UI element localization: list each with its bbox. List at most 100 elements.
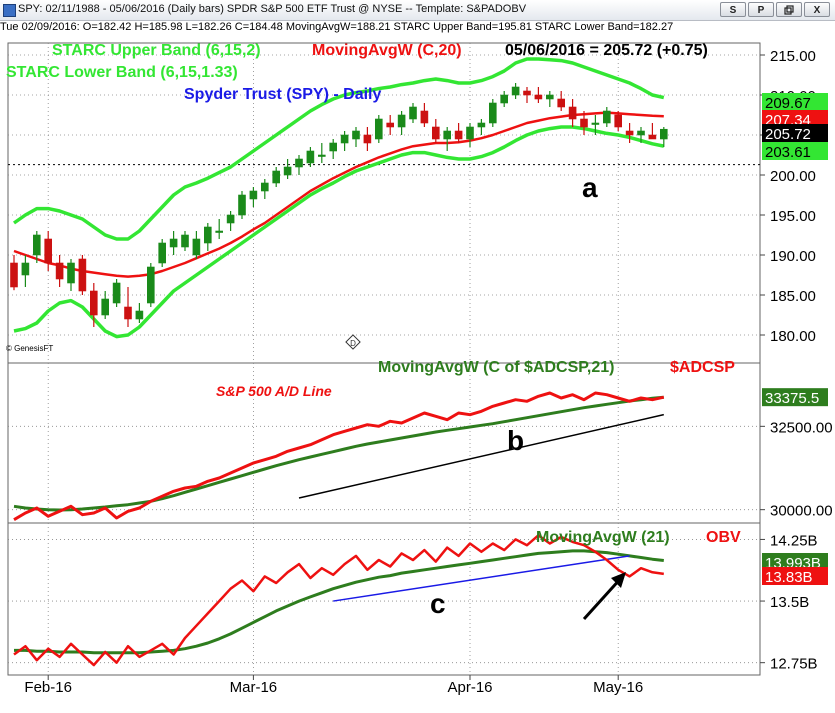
value-tag-label: 205.72 — [765, 126, 811, 143]
candle-body — [659, 128, 668, 140]
candle-body — [648, 134, 657, 140]
candle-body — [215, 230, 223, 233]
value-tag-bg — [762, 553, 828, 571]
svg-text:D: D — [350, 339, 356, 348]
candle-body — [511, 86, 520, 96]
candle-body — [317, 154, 326, 157]
upper-band-label: STARC Upper Band (6,15,2) — [52, 42, 261, 59]
candle-body — [409, 106, 417, 120]
candle-body — [397, 114, 406, 128]
info-text: Tue 02/09/2016: O=182.42 H=185.98 L=182.… — [0, 21, 674, 33]
ad-moving-avg-line — [13, 395, 664, 512]
annotation-c: c — [430, 588, 446, 619]
candle-body — [420, 110, 429, 124]
candle-body — [340, 134, 349, 144]
last-price-label: 05/06/2016 = 205.72 (+0.75) — [505, 42, 708, 59]
y-tick-label: 215.00 — [770, 48, 816, 65]
candle-body — [249, 190, 258, 200]
candle-body — [169, 238, 178, 248]
candle-body — [523, 90, 531, 96]
candle-body — [443, 130, 452, 140]
candle-body — [55, 262, 64, 280]
ad-line-title: S&P 500 A/D Line — [216, 383, 332, 399]
x-tick-label: Apr-16 — [447, 679, 492, 696]
arrow-annotation — [582, 572, 626, 621]
ad-line — [13, 391, 665, 521]
candle-body — [500, 94, 509, 104]
candle-body — [112, 282, 121, 304]
x-tick-label: Feb-16 — [24, 679, 72, 696]
candle-body — [306, 150, 315, 164]
title-bar: SPY: 02/11/1988 - 05/06/2016 (Daily bars… — [0, 0, 835, 21]
upper-band-line — [12, 57, 665, 241]
y-tick-label: 200.00 — [770, 168, 816, 185]
value-tag-bg — [762, 93, 828, 111]
ad-trendline — [298, 413, 664, 499]
restore-button[interactable] — [776, 2, 802, 17]
obv-symbol-label: OBV — [706, 529, 741, 546]
candle-body — [226, 214, 235, 224]
y-tick-label: 14.25B — [770, 532, 818, 549]
candle-body — [181, 234, 189, 248]
candle-body — [101, 298, 109, 316]
candle-body — [591, 122, 600, 125]
candle-body — [625, 130, 634, 136]
candle-body — [272, 170, 281, 184]
window-title: SPY: 02/11/1988 - 05/06/2016 (Daily bars… — [18, 3, 527, 15]
restore-icon — [784, 5, 794, 15]
value-tag-label: 33375.5 — [765, 390, 819, 407]
candle-body — [545, 94, 554, 100]
obv-ma-label: MovingAvgW (21) — [536, 529, 670, 546]
candle-body — [238, 194, 246, 216]
candle-body — [295, 158, 303, 168]
candle-body — [283, 166, 292, 176]
moving-avg-label: MovingAvgW (C,20) — [312, 42, 462, 59]
candle-body — [32, 234, 41, 256]
obv-trendline — [333, 555, 630, 602]
x-tick-label: May-16 — [593, 679, 643, 696]
candle-body — [352, 130, 360, 140]
candle-body — [90, 290, 98, 316]
candle-body — [67, 262, 75, 284]
y-tick-label: 32500.00 — [770, 419, 833, 436]
candle-body — [44, 238, 53, 264]
candle-body — [78, 258, 87, 292]
candle-body — [374, 118, 383, 140]
lower-band-label: STARC Lower Band (6,15,1.33) — [6, 64, 238, 81]
candle-body — [466, 126, 474, 140]
y-tick-label: 185.00 — [770, 288, 816, 305]
value-tag-bg — [762, 388, 828, 407]
close-button[interactable]: X — [804, 2, 830, 17]
candle-body — [158, 242, 166, 264]
annotation-a: a — [582, 172, 598, 203]
moving-avg-line — [13, 111, 664, 278]
candle-body — [147, 266, 155, 304]
value-tag-bg — [762, 142, 828, 160]
lower-band-line — [13, 125, 665, 339]
candle-body — [557, 98, 566, 108]
candle-body — [192, 238, 201, 256]
obv-line — [13, 534, 664, 667]
candle-body — [602, 110, 611, 124]
app-icon — [3, 4, 16, 17]
candle-body — [124, 306, 132, 320]
value-tag-label: 13.83B — [765, 569, 813, 586]
y-tick-label: 12.75B — [770, 656, 818, 673]
value-tag-label: 209.67 — [765, 95, 811, 112]
annotation-b: b — [507, 425, 524, 456]
y-tick-label: 13.5B — [770, 594, 809, 611]
copyright-label: © GenesisFT — [6, 344, 53, 353]
x-tick-label: Mar-16 — [230, 679, 278, 696]
ad-panel-frame — [7, 362, 761, 524]
candle-body — [329, 142, 338, 152]
p-button[interactable]: P — [748, 2, 774, 17]
stock-chart: 215.00210.00205.00200.00195.00190.00185.… — [6, 42, 833, 696]
value-tag-bg — [762, 567, 828, 585]
y-tick-label: 190.00 — [770, 248, 816, 265]
candle-body — [431, 126, 440, 140]
ad-symbol-label: $ADCSP — [670, 359, 735, 376]
dividend-marker: D — [345, 334, 361, 350]
y-tick-label: 195.00 — [770, 208, 816, 225]
s-button[interactable]: S — [720, 2, 746, 17]
